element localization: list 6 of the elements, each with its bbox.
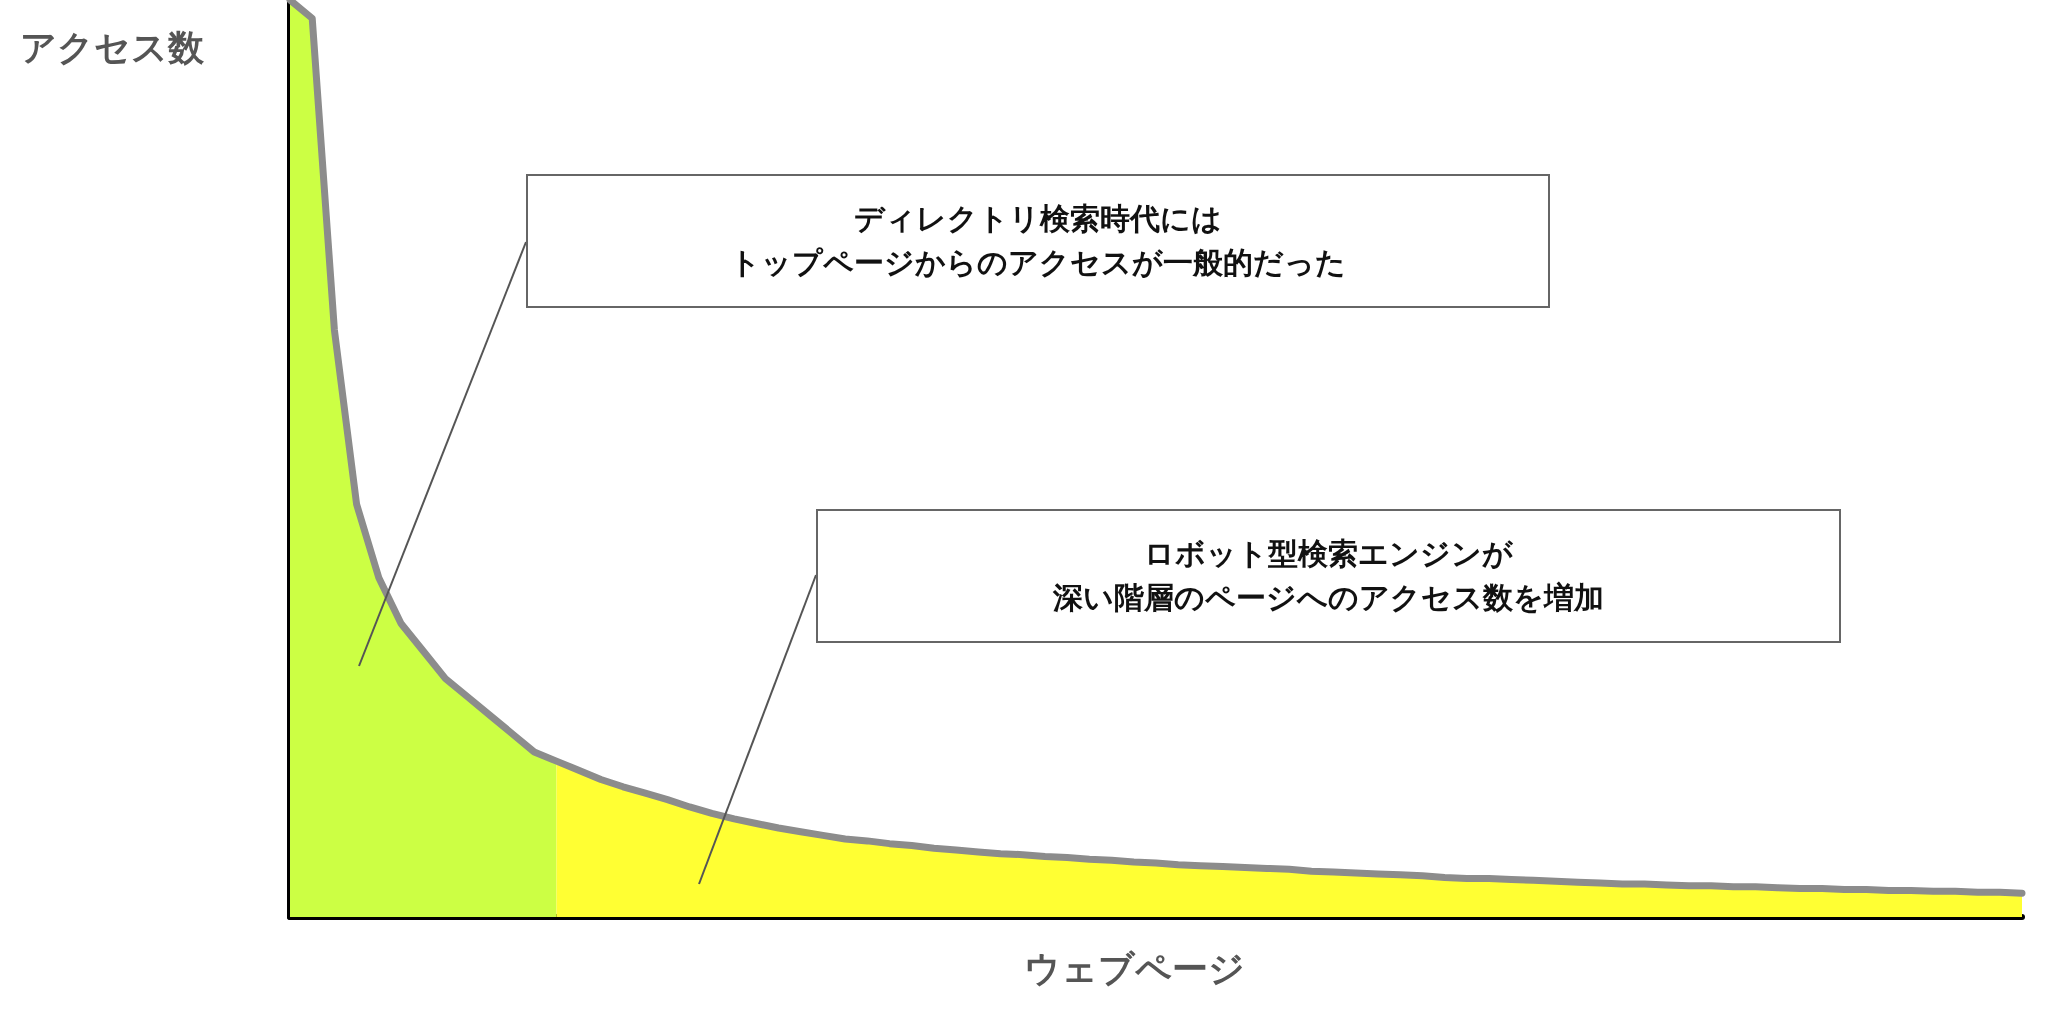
annotation: ロボット型検索エンジンが xyxy=(1144,535,1513,573)
x-axis-title: ウェブページ xyxy=(1023,947,1245,991)
annotation: 深い階層のページへのアクセス数を増加 xyxy=(1053,579,1604,617)
annotation: ディレクトリ検索時代には xyxy=(854,200,1222,238)
y-axis-title: アクセス数 xyxy=(20,26,204,70)
annotation: トップページからのアクセスが一般的だった xyxy=(730,244,1346,282)
